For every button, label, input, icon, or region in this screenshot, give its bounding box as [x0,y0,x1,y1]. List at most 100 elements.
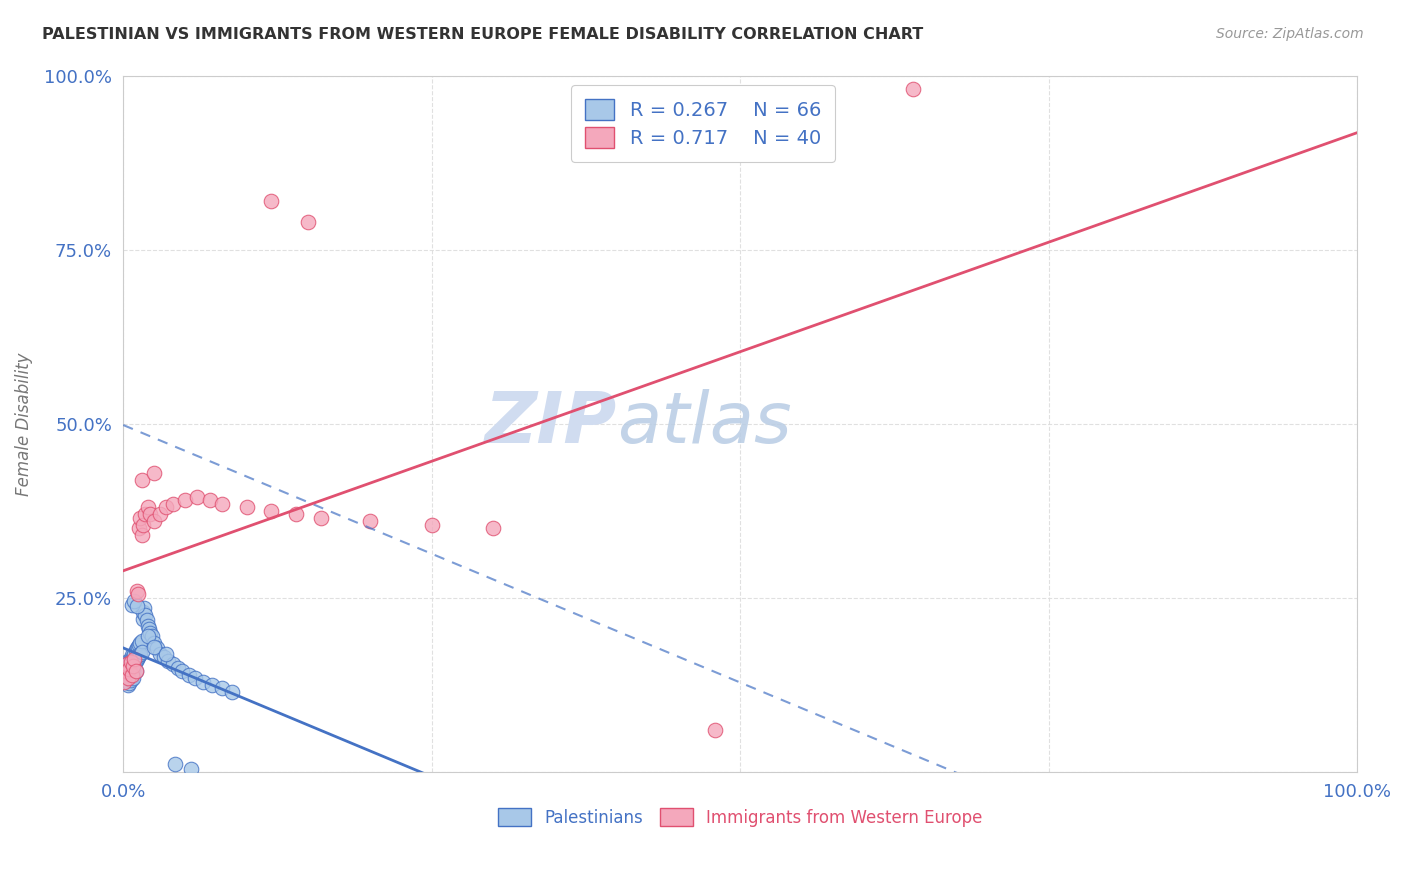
Point [114,664,136,678]
Point [132,605,155,619]
Point [127,587,149,601]
Point [117,654,139,668]
Point [193,674,215,689]
Point [129,511,152,525]
Point [136,629,159,643]
Point [235,500,257,515]
Point [135,613,157,627]
Point [143,514,166,528]
Point [118,655,141,669]
Point [124,654,146,668]
Point [120,652,142,666]
Point [124,664,146,678]
Point [115,657,138,671]
Legend: Palestinians, Immigrants from Western Europe: Palestinians, Immigrants from Western Eu… [491,801,990,833]
Point [149,508,172,522]
Point [134,601,156,615]
Point [174,493,197,508]
Point [143,640,166,654]
Point [153,650,176,665]
Point [180,762,202,776]
Point [198,493,221,508]
Point [162,657,184,671]
Point [124,643,146,657]
Point [117,671,139,685]
Point [121,598,143,612]
Point [124,657,146,671]
Point [162,497,184,511]
Point [131,473,153,487]
Text: PALESTINIAN VS IMMIGRANTS FROM WESTERN EUROPE FEMALE DISABILITY CORRELATION CHAR: PALESTINIAN VS IMMIGRANTS FROM WESTERN E… [42,27,924,42]
Point [122,650,145,665]
Point [155,647,177,661]
Point [145,641,167,656]
Point [139,508,162,522]
Point [134,508,156,522]
Point [184,671,207,685]
Point [260,504,283,518]
Point [136,619,159,633]
Point [129,647,152,661]
Point [114,671,136,685]
Point [138,622,160,636]
Point [122,662,145,676]
Point [149,647,172,661]
Point [359,514,381,528]
Point [115,662,138,676]
Point [124,664,146,678]
Point [121,648,143,662]
Point [131,645,153,659]
Point [125,652,148,666]
Point [120,655,142,669]
Point [121,667,143,681]
Point [143,636,166,650]
Point [120,664,142,678]
Point [121,660,143,674]
Point [127,640,149,654]
Point [201,678,224,692]
Point [163,756,186,771]
Point [166,660,188,674]
Point [132,517,155,532]
Point [117,678,139,692]
Point [132,612,155,626]
Point [114,674,136,689]
Point [297,215,319,229]
Point [124,594,146,608]
Point [118,666,141,681]
Point [136,500,159,515]
Point [114,664,136,678]
Point [482,521,505,535]
Text: atlas: atlas [617,389,792,458]
Point [128,521,150,535]
Point [284,508,307,522]
Point [172,664,194,678]
Point [221,685,243,699]
Point [131,528,153,542]
Point [177,667,200,681]
Point [122,671,145,685]
Point [211,497,233,511]
Point [114,657,136,671]
Point [125,641,148,656]
Point [420,517,443,532]
Point [127,650,149,665]
Y-axis label: Female Disability: Female Disability [15,352,32,496]
Point [260,194,283,208]
Point [186,490,208,504]
Point [115,674,138,689]
Point [134,608,156,623]
Point [124,647,146,661]
Point [122,659,145,673]
Point [121,669,143,683]
Point [143,466,166,480]
Point [901,82,924,96]
Point [141,629,163,643]
Point [118,676,141,690]
Point [120,673,142,687]
Point [139,625,162,640]
Point [125,599,148,614]
Text: Source: ZipAtlas.com: Source: ZipAtlas.com [1216,27,1364,41]
Text: ZIP: ZIP [485,389,617,458]
Point [211,681,233,696]
